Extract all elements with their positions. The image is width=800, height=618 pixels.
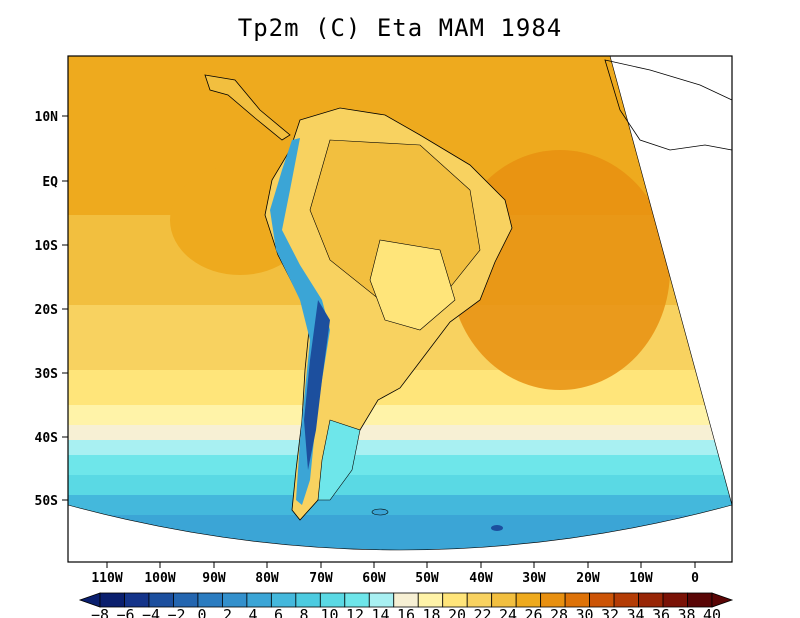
colorbar-label: 40 — [703, 606, 721, 618]
lat-tick-label: 20S — [35, 303, 59, 318]
colorbar-label: −8 — [91, 606, 109, 618]
colorbar-swatch — [589, 592, 615, 608]
lon-tick-label: 20W — [576, 571, 600, 586]
colorbar-label: 14 — [371, 606, 389, 618]
colorbar-swatch — [148, 592, 174, 608]
lat-tick-label: 40S — [35, 431, 59, 446]
lon-tick-label: 70W — [309, 571, 333, 586]
colorbar-label: 2 — [223, 606, 232, 618]
lat-tick-label: 10N — [35, 110, 59, 125]
colorbar-label: 18 — [422, 606, 440, 618]
colorbar-label: −6 — [116, 606, 134, 618]
colorbar-swatch — [319, 592, 346, 608]
colorbar-label: 34 — [626, 606, 644, 618]
colorbar-label: 10 — [320, 606, 338, 618]
colorbar-swatch — [662, 592, 688, 608]
lat-tick-label: 30S — [35, 367, 59, 382]
colorbar-swatch — [417, 592, 444, 608]
lon-tick-label: 40W — [469, 571, 493, 586]
colorbar-label: 4 — [248, 606, 257, 618]
lon-tick-label: 90W — [202, 571, 226, 586]
colorbar-label: 38 — [677, 606, 695, 618]
lon-tick-label: 60W — [362, 571, 386, 586]
lat-tick-label: 10S — [35, 239, 59, 254]
lat-tick-label: EQ — [42, 175, 58, 190]
colorbar-swatch — [442, 592, 468, 608]
lon-tick-label: 30W — [522, 571, 546, 586]
colorbar-label: 30 — [575, 606, 593, 618]
colorbar-label: 12 — [346, 606, 364, 618]
lon-tick-label: 50W — [415, 571, 439, 586]
colorbar-swatch — [393, 592, 419, 608]
colorbar-swatch — [368, 592, 395, 608]
colorbar-swatch — [295, 592, 321, 608]
colorbar-swatch — [638, 592, 664, 608]
map-title: Tp2m (C) Eta MAM 1984 — [237, 14, 563, 42]
colorbar-swatch — [613, 592, 639, 608]
colorbar-swatch — [197, 592, 223, 608]
colorbar-arrow-left — [78, 592, 101, 608]
lat-axis: 10N EQ 10S 20S 30S 40S 50S — [35, 110, 68, 509]
africa-outline — [604, 59, 733, 151]
colorbar-swatch — [491, 592, 517, 608]
lat-tick-label: 50S — [35, 494, 59, 509]
colorbar-swatch — [687, 592, 713, 608]
colorbar-swatch — [466, 592, 493, 608]
colorbar-label: −2 — [167, 606, 185, 618]
colorbar-label: 36 — [652, 606, 670, 618]
colorbar-label: 0 — [197, 606, 206, 618]
colorbar-swatch — [246, 592, 272, 608]
colorbar-label: 22 — [473, 606, 491, 618]
lon-tick-label: 80W — [255, 571, 279, 586]
lon-tick-label: 110W — [91, 571, 122, 586]
colorbar-swatch — [270, 592, 297, 608]
colorbar-label: 16 — [397, 606, 415, 618]
colorbar-swatch — [99, 592, 125, 608]
colorbar-label: 32 — [601, 606, 619, 618]
colorbar-swatch — [221, 592, 248, 608]
colorbar-label: −4 — [142, 606, 160, 618]
colorbar-arrow-right — [711, 592, 734, 608]
colorbar-label: 20 — [448, 606, 466, 618]
lon-tick-label: 100W — [144, 571, 175, 586]
colorbar-swatch — [344, 592, 370, 608]
colorbar-swatch — [173, 592, 199, 608]
map-sector-outline — [67, 55, 733, 551]
colorbar-label: 24 — [499, 606, 517, 618]
colorbar-label: 26 — [524, 606, 542, 618]
colorbar-label: 8 — [299, 606, 308, 618]
lon-axis: 110W 100W 90W 80W 70W 60W 50W 40W 30W 20… — [91, 562, 699, 586]
colorbar-swatch — [564, 592, 590, 608]
colorbar-swatch — [124, 592, 150, 608]
lon-tick-label: 0 — [691, 571, 699, 586]
colorbar-label: 28 — [550, 606, 568, 618]
lon-tick-label: 10W — [629, 571, 653, 586]
colorbar-swatch — [540, 592, 566, 608]
colorbar: −8 −6 −4 −2 0 2 4 6 8 10 12 14 16 18 20 22 24 26 28 30 32 34 3… — [78, 592, 734, 618]
colorbar-swatch — [515, 592, 542, 608]
colorbar-label: 6 — [274, 606, 283, 618]
